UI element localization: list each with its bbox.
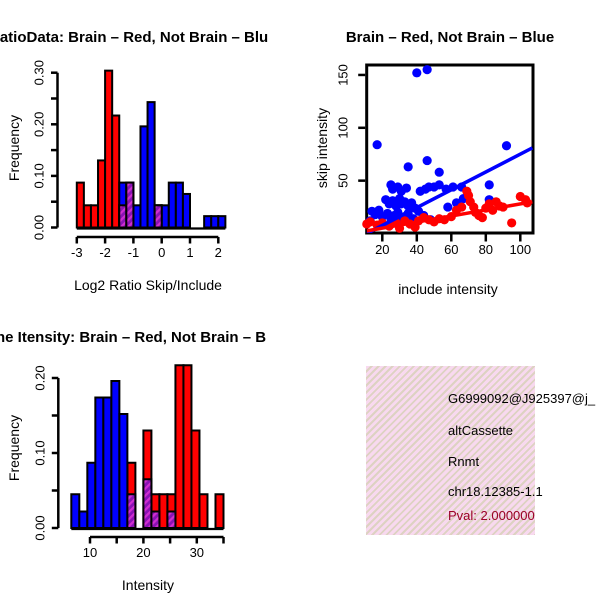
panel-intensity-scatter: 20 40 60 80 100 50 100 150 Brain – Red, Not Bra… <box>300 0 600 300</box>
svg-text:0.30: 0.30 <box>32 60 47 85</box>
svg-text:100: 100 <box>336 117 351 139</box>
chromosome-text: chr18.12385-1.1 <box>448 484 543 499</box>
svg-text:1: 1 <box>186 245 193 260</box>
gene-id-text: G6999092@J925397@j_ <box>448 391 596 406</box>
log2ratio-histogram-plot: 0.00 0.10 0.20 0.30 -3 -2 -1 0 1 2 <box>32 60 227 260</box>
intensity-scatter-plot: 20 40 60 80 100 50 100 150 <box>336 63 535 257</box>
svg-text:10: 10 <box>83 545 97 560</box>
svg-text:0: 0 <box>158 245 165 260</box>
svg-text:60: 60 <box>444 242 458 257</box>
svg-text:0.20: 0.20 <box>32 112 47 137</box>
svg-text:20: 20 <box>136 545 150 560</box>
svg-text:0.20: 0.20 <box>32 365 47 390</box>
panel-gene-info: G6999092@J925397@j_ altCassette Rnmt chr… <box>300 300 600 600</box>
svg-text:0.10: 0.10 <box>32 440 47 465</box>
panel-log2ratio-histogram: 0.00 0.10 0.20 0.30 -3 -2 -1 0 1 2 RatioData: Bra… <box>0 0 300 300</box>
scatter-y-axis-label: skip intensity <box>314 107 330 189</box>
svg-text:40: 40 <box>410 242 424 257</box>
splice-type-text: altCassette <box>448 423 514 438</box>
panel-intensity-histogram: 0.00 0.10 0.20 10 20 30 ne Itensity: Brain – … <box>0 300 300 600</box>
svg-text:2: 2 <box>215 245 222 260</box>
svg-text:0.00: 0.00 <box>32 215 47 240</box>
intensity-histogram-title: ne Itensity: Brain – Red, Not Brain – B <box>0 329 267 346</box>
gene-info-box: G6999092@J925397@j_ altCassette Rnmt chr… <box>366 366 595 535</box>
intensity-histogram-plot: 0.00 0.10 0.20 10 20 30 <box>32 364 225 560</box>
svg-text:-2: -2 <box>99 245 111 260</box>
svg-text:30: 30 <box>190 545 204 560</box>
log2ratio-histogram-title: RatioData: Brain – Red, Not Brain – Blu <box>0 29 269 46</box>
scatter-title: Brain – Red, Not Brain – Blue <box>345 29 555 46</box>
svg-text:-1: -1 <box>128 245 140 260</box>
svg-text:-3: -3 <box>71 245 83 260</box>
svg-text:0.00: 0.00 <box>32 515 47 540</box>
svg-text:150: 150 <box>336 64 351 86</box>
svg-text:20: 20 <box>375 242 389 257</box>
pval-text: Pval: 2.000000 <box>448 508 535 523</box>
svg-text:50: 50 <box>336 173 351 187</box>
svg-text:80: 80 <box>479 242 493 257</box>
scatter-x-axis-label: include intensity <box>398 281 498 297</box>
intensity-y-axis-label: Frequency <box>6 414 22 482</box>
log2ratio-y-axis-label: Frequency <box>6 114 22 182</box>
log2ratio-x-axis-label: Log2 Ratio Skip/Include <box>74 277 222 293</box>
intensity-x-axis-label: Intensity <box>121 577 175 593</box>
svg-text:0.10: 0.10 <box>32 163 47 188</box>
gene-symbol-text: Rnmt <box>448 454 480 469</box>
svg-text:100: 100 <box>509 242 531 257</box>
